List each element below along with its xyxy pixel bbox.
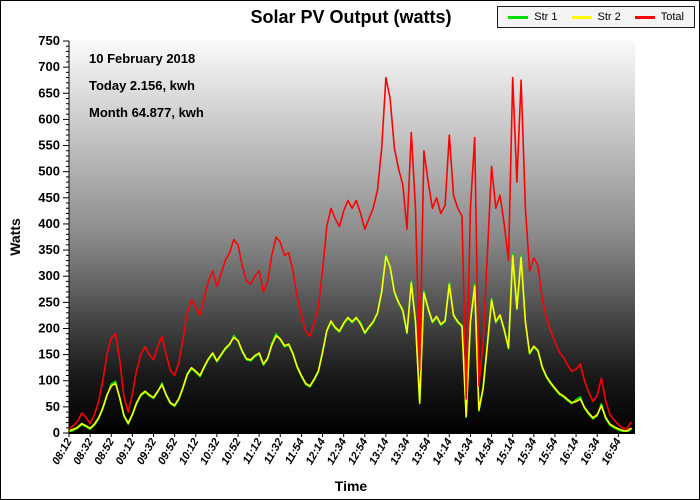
legend-label-str1: Str 1 <box>534 11 558 23</box>
svg-text:15:54: 15:54 <box>536 437 560 467</box>
svg-text:0: 0 <box>53 425 60 440</box>
svg-text:08:12: 08:12 <box>50 437 74 467</box>
svg-text:14:54: 14:54 <box>473 437 497 467</box>
svg-text:400: 400 <box>38 216 60 231</box>
svg-text:15:34: 15:34 <box>515 437 539 467</box>
series-line-total <box>68 76 632 430</box>
svg-text:14:14: 14:14 <box>430 437 454 467</box>
svg-text:350: 350 <box>38 242 60 257</box>
svg-text:450: 450 <box>38 190 60 205</box>
legend: Str 1 Str 2 Total <box>497 6 695 28</box>
str1-line-swatch-icon <box>508 15 529 19</box>
series-line-str2 <box>68 255 632 432</box>
str2-line-swatch-icon <box>571 15 592 19</box>
svg-text:250: 250 <box>38 294 60 309</box>
svg-text:09:32: 09:32 <box>135 437 159 467</box>
svg-text:11:12: 11:12 <box>241 437 265 467</box>
svg-text:12:34: 12:34 <box>325 437 349 467</box>
svg-text:150: 150 <box>38 347 60 362</box>
svg-text:750: 750 <box>38 33 60 48</box>
svg-text:100: 100 <box>38 373 60 388</box>
svg-text:50: 50 <box>46 399 60 414</box>
svg-text:08:32: 08:32 <box>71 437 95 467</box>
legend-item-total: Total <box>634 11 684 23</box>
legend-label-total: Total <box>660 11 684 23</box>
svg-text:14:34: 14:34 <box>452 437 476 467</box>
svg-text:13:54: 13:54 <box>409 437 433 467</box>
svg-text:12:54: 12:54 <box>346 437 370 467</box>
legend-label-str2: Str 2 <box>597 11 621 23</box>
svg-text:13:14: 13:14 <box>367 437 391 467</box>
svg-text:08:52: 08:52 <box>92 437 116 467</box>
svg-text:16:14: 16:14 <box>557 437 581 467</box>
svg-text:200: 200 <box>38 320 60 335</box>
svg-text:10:12: 10:12 <box>177 437 201 467</box>
svg-text:10:52: 10:52 <box>219 437 243 467</box>
svg-text:09:12: 09:12 <box>114 437 138 467</box>
annotation-date: 10 February 2018 <box>89 51 196 66</box>
total-line-swatch-icon <box>634 15 655 19</box>
svg-text:700: 700 <box>38 59 60 74</box>
chart-title: Solar PV Output (watts) <box>250 7 452 27</box>
svg-text:500: 500 <box>38 164 60 179</box>
svg-text:16:54: 16:54 <box>599 437 623 467</box>
plot-area <box>69 41 635 433</box>
annotation-today-kwh: Today 2.156, kwh <box>89 78 195 93</box>
y-axis-ticks: 0 50 100 150 200 250 300 350 400 450 500 550 600 650 7… <box>38 33 69 440</box>
svg-text:600: 600 <box>38 111 60 126</box>
svg-text:16:34: 16:34 <box>578 437 602 467</box>
x-axis-title: Time <box>334 478 368 494</box>
svg-text:11:32: 11:32 <box>262 437 286 467</box>
annotation-month-kwh: Month 64.877, kwh <box>89 105 204 120</box>
svg-text:10:32: 10:32 <box>198 437 222 467</box>
svg-text:12:14: 12:14 <box>304 437 328 467</box>
svg-text:13:34: 13:34 <box>388 437 412 467</box>
x-axis-ticks: 08:1208:3208:5209:1209:3209:5210:1210:32… <box>50 433 624 467</box>
legend-item-str2: Str 2 <box>571 11 621 23</box>
svg-text:15:14: 15:14 <box>494 437 518 467</box>
y-axis-title: Watts <box>7 218 23 256</box>
svg-text:650: 650 <box>38 85 60 100</box>
svg-text:550: 550 <box>38 138 60 153</box>
svg-text:09:52: 09:52 <box>156 437 180 467</box>
legend-item-str1: Str 1 <box>508 11 558 23</box>
svg-text:300: 300 <box>38 268 60 283</box>
